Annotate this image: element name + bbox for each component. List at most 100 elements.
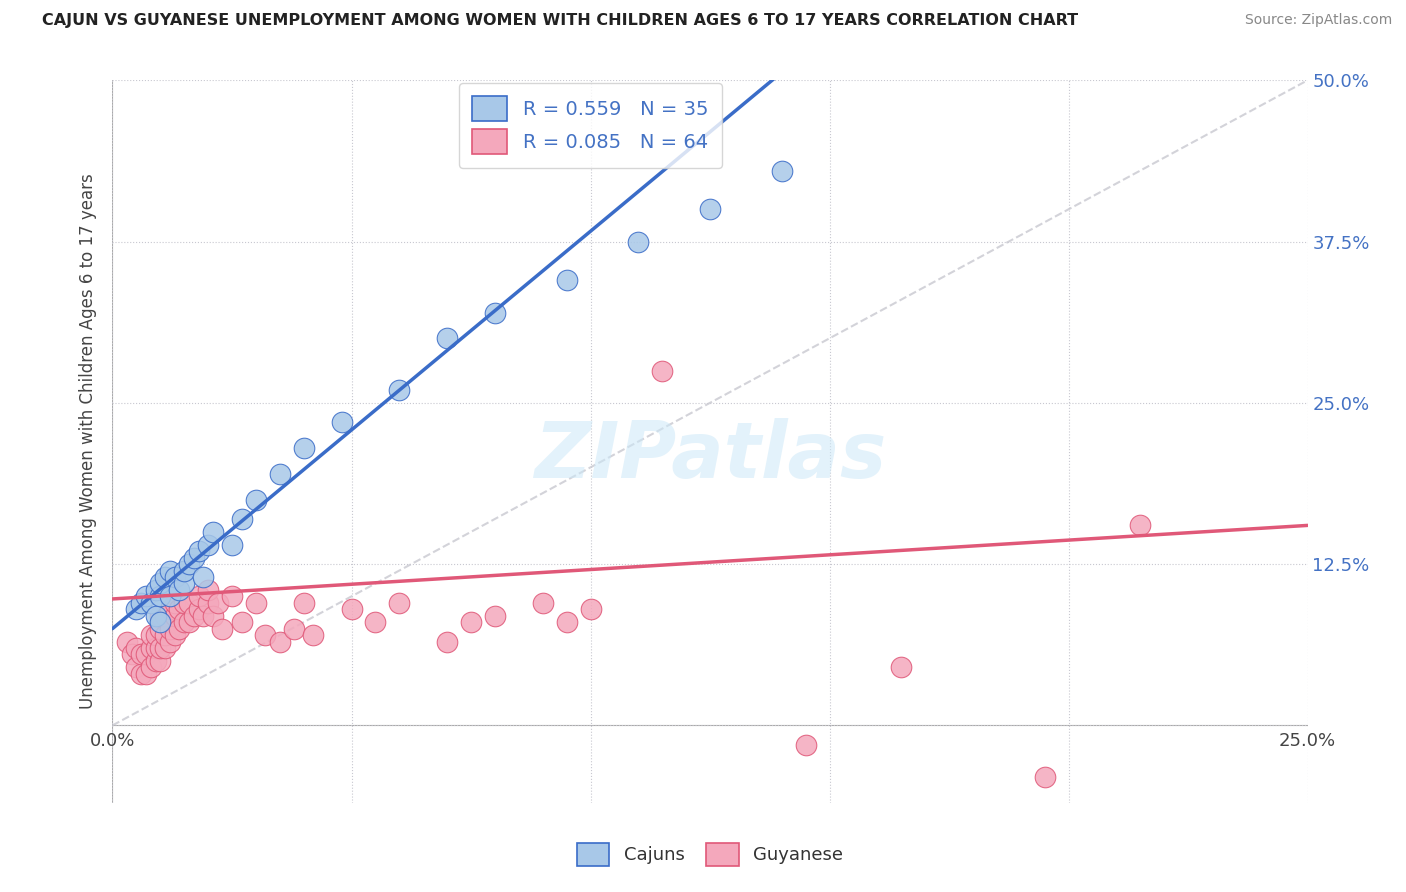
Point [197,582,219,597]
Point [183,608,205,623]
Point [388,383,411,397]
Point [794,738,817,752]
Point [149,576,172,591]
Legend: Cajuns, Guyanese: Cajuns, Guyanese [569,836,851,873]
Point [159,564,181,578]
Point [183,550,205,565]
Point [145,628,167,642]
Point [627,235,650,249]
Point [221,590,243,604]
Point [193,570,215,584]
Point [169,582,191,597]
Point [484,305,506,319]
Point [145,608,167,623]
Point [177,557,200,571]
Point [197,538,219,552]
Point [302,628,325,642]
Point [555,615,578,630]
Point [115,634,138,648]
Point [135,590,157,604]
Point [173,615,195,630]
Point [207,596,229,610]
Point [139,640,162,655]
Point [245,596,267,610]
Point [531,596,554,610]
Point [173,596,195,610]
Point [364,615,387,630]
Point [231,615,253,630]
Point [159,602,181,616]
Point [177,615,200,630]
Point [388,596,411,610]
Point [269,634,291,648]
Point [651,363,673,377]
Point [283,622,305,636]
Point [149,640,172,655]
Point [149,608,172,623]
Text: ZIPatlas: ZIPatlas [534,418,886,494]
Point [159,634,181,648]
Point [135,666,157,681]
Point [201,524,224,539]
Point [145,640,167,655]
Point [139,660,162,674]
Point [129,648,152,662]
Point [436,331,458,345]
Point [292,441,315,455]
Point [149,615,172,630]
Point [330,415,353,429]
Point [163,570,186,584]
Point [125,640,148,655]
Point [139,628,162,642]
Point [153,628,176,642]
Point [193,608,215,623]
Point [197,596,219,610]
Point [149,654,172,668]
Point [173,576,195,591]
Point [173,564,195,578]
Point [187,544,209,558]
Text: Source: ZipAtlas.com: Source: ZipAtlas.com [1244,13,1392,28]
Point [187,590,209,604]
Point [163,596,186,610]
Point [159,590,181,604]
Point [153,608,176,623]
Point [125,660,148,674]
Point [211,622,233,636]
Point [149,622,172,636]
Point [169,622,191,636]
Point [292,596,315,610]
Point [1129,518,1152,533]
Point [169,602,191,616]
Point [159,622,181,636]
Point [145,582,167,597]
Point [139,596,162,610]
Point [436,634,458,648]
Point [770,163,793,178]
Point [129,666,152,681]
Point [555,273,578,287]
Point [177,596,200,610]
Point [340,602,363,616]
Y-axis label: Unemployment Among Women with Children Ages 6 to 17 years: Unemployment Among Women with Children A… [79,174,97,709]
Point [699,202,721,217]
Point [890,660,912,674]
Point [245,492,267,507]
Point [201,608,224,623]
Point [187,602,209,616]
Text: CAJUN VS GUYANESE UNEMPLOYMENT AMONG WOMEN WITH CHILDREN AGES 6 TO 17 YEARS CORR: CAJUN VS GUYANESE UNEMPLOYMENT AMONG WOM… [42,13,1078,29]
Point [135,648,157,662]
Point [125,602,148,616]
Point [1033,770,1056,784]
Point [269,467,291,481]
Point [145,654,167,668]
Point [460,615,482,630]
Point [121,648,143,662]
Point [153,640,176,655]
Point [153,570,176,584]
Point [149,590,172,604]
Point [129,596,152,610]
Point [254,628,277,642]
Point [579,602,602,616]
Point [484,608,506,623]
